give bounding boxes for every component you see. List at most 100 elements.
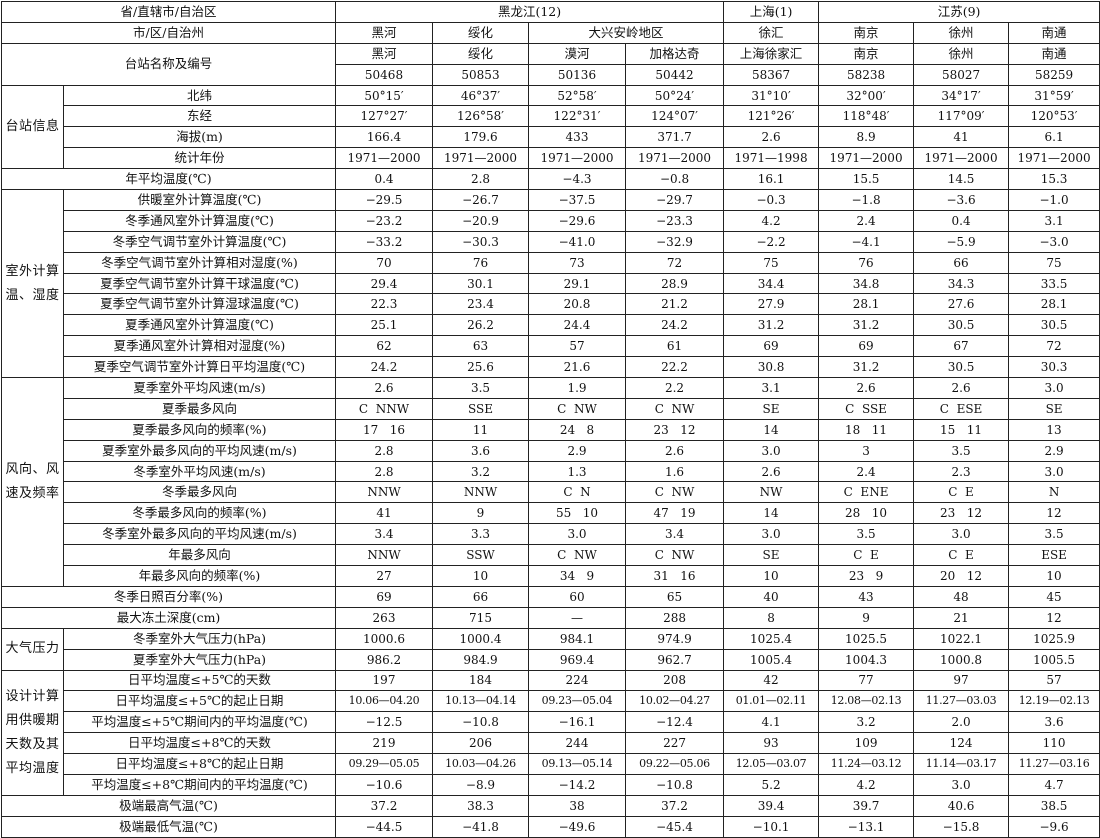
station-name-cell: 加格达奇 (624, 42, 725, 65)
table-row: 风向、风速及频率 夏季室外平均风速(m/s) 2.6 3.5 1.9 2.2 3.1 2.6 2… (1, 377, 1100, 587)
value-cell: −37.5 (528, 189, 626, 211)
value-cell: −5.9 (913, 230, 1010, 253)
value-cell: 25.1 (335, 314, 433, 337)
value-cell: −12.4 (624, 711, 725, 734)
value-cell: 127°27′ (335, 105, 433, 128)
value-cell: 10 (1008, 565, 1100, 587)
value-cell: −16.1 (528, 711, 626, 734)
table-row: 设计计算用供暖期天数及其平均温度 日平均温度≤+5℃的天数 197 184 224 208… (1, 669, 1100, 796)
table-row: 日平均温度≤+5℃的起止日期 10.06—04.20 10.13—04.14 09.2… (2, 690, 1100, 713)
row-label: 夏季最多风向的频率(%) (63, 418, 336, 441)
value-cell: NW (723, 481, 820, 504)
value-cell: 2.6 (335, 377, 433, 399)
value-cell: 120°53′ (1008, 105, 1100, 128)
value-cell: 24.4 (528, 314, 626, 337)
table-row: 冬季空气调节室外计算相对湿度(%) 70 76 73 72 75 76 66 75 (2, 251, 1100, 274)
value-cell: 42 (723, 669, 820, 692)
province-row: 省/直辖市/自治区 黑龙江(12) 上海(1) 江苏(9) (1, 1, 1100, 23)
value-cell: 2.9 (528, 439, 626, 462)
table-row: 冬季通风室外计算温度(℃) −23.2 −20.9 −29.6 −23.3 4.2 2.4 0… (2, 209, 1100, 232)
value-cell: 109 (818, 732, 915, 755)
value-cell: 1971—1998 (723, 147, 820, 170)
value-cell: −44.5 (335, 815, 433, 838)
value-cell: 29.1 (528, 272, 626, 295)
value-cell: −20.9 (432, 209, 529, 232)
value-cell: 76 (432, 251, 529, 274)
row-label: 日平均温度≤+5℃的天数 (63, 669, 336, 692)
station-id-row: 50468 50853 50136 50442 58367 58238 58027 58259 (2, 63, 1100, 86)
value-cell: 206 (432, 732, 529, 755)
province-cell: 江苏(9) (818, 1, 1100, 23)
value-cell: 166.4 (335, 126, 433, 149)
value-cell: 09.13—05.14 (528, 753, 626, 775)
value-cell: 52°58′ (528, 84, 626, 107)
value-cell: −9.6 (1008, 815, 1100, 838)
value-cell: 09.29—05.05 (335, 753, 433, 775)
station-id-cell: 58259 (1008, 63, 1100, 86)
row-label: 夏季空气调节室外计算日平均温度(℃) (63, 356, 336, 379)
value-cell: 117°09′ (913, 105, 1010, 128)
table-row: 冬季室外最多风向的平均风速(m/s) 3.4 3.3 3.0 3.4 3.0 3.5 3.0 3… (2, 523, 1100, 546)
value-cell: 11 (432, 418, 529, 441)
value-cell: 244 (528, 732, 626, 755)
row-label: 冬季最多风向的频率(%) (63, 502, 336, 525)
value-cell: 57 (1008, 669, 1100, 692)
value-cell: 3.2 (432, 460, 529, 483)
value-cell: 1025.5 (818, 627, 915, 650)
station-id-cell: 58367 (723, 63, 820, 86)
row-label: 冬季室外平均风速(m/s) (63, 460, 336, 483)
value-cell: 55 10 (528, 502, 626, 525)
value-cell: 11.27—03.03 (913, 690, 1010, 713)
value-cell: 0.4 (335, 168, 433, 191)
value-cell: 179.6 (432, 126, 529, 149)
value-cell: 2.6 (723, 126, 820, 149)
value-cell: — (528, 606, 626, 629)
value-cell: SSE (432, 397, 529, 420)
value-cell: 2.6 (624, 439, 725, 462)
value-cell: 38.5 (1008, 794, 1100, 817)
value-cell: 28.1 (1008, 293, 1100, 316)
table-row: 冬季室外平均风速(m/s) 2.8 3.2 1.3 1.6 2.6 2.4 2.3 3.0 (2, 460, 1100, 483)
value-cell: 288 (624, 606, 725, 629)
value-cell: 21.2 (624, 293, 725, 316)
value-cell: 75 (1008, 251, 1100, 274)
table-row: 室外计算温、湿度 供暖室外计算温度(℃) −29.5 −26.7 −37.5 −29.7−… (1, 189, 1100, 379)
value-cell: C NW (528, 544, 626, 567)
table-row: 夏季室外最多风向的平均风速(m/s) 2.8 3.6 2.9 2.6 3.0 3 3.5 2.9 (2, 439, 1100, 462)
value-cell: 3.0 (723, 523, 820, 546)
value-cell: 38.3 (432, 794, 529, 817)
value-cell: 30.3 (1008, 356, 1100, 379)
value-cell: 12.19—02.13 (1008, 690, 1100, 713)
value-cell: −10.8 (624, 773, 725, 796)
value-cell: 433 (528, 126, 626, 149)
value-cell: 10.13—04.14 (432, 690, 529, 713)
row-label: 冬季室外最多风向的平均风速(m/s) (63, 523, 336, 546)
value-cell: 2.6 (913, 377, 1010, 399)
value-cell: 66 (432, 585, 529, 608)
row-label: 冬季通风室外计算温度(℃) (63, 209, 336, 232)
table-row: 东经 127°27′ 126°58′ 122°31′ 124°07′ 121°26′ 118… (2, 105, 1100, 128)
row-label: 日平均温度≤+5℃的起止日期 (63, 690, 336, 713)
value-cell: 3.6 (1008, 711, 1100, 734)
value-cell: 28.9 (624, 272, 725, 295)
value-cell: −2.2 (723, 230, 820, 253)
row-label: 年最多风向 (63, 544, 336, 567)
value-cell: 1971—2000 (913, 147, 1010, 170)
station-id-cell: 50442 (624, 63, 725, 86)
value-cell: 227 (624, 732, 725, 755)
value-cell: −32.9 (624, 230, 725, 253)
value-cell: 3.2 (818, 711, 915, 734)
value-cell: 124°07′ (624, 105, 725, 128)
value-cell: 67 (913, 335, 1010, 358)
table-row: 夏季通风室外计算温度(℃) 25.1 26.2 24.4 24.2 31.2 31.2 30.… (2, 314, 1100, 337)
row-label: 极端最高气温(℃) (1, 794, 336, 817)
value-cell: −30.3 (432, 230, 529, 253)
value-cell: 3.6 (432, 439, 529, 462)
value-cell: 37.2 (624, 794, 725, 817)
value-cell: 219 (335, 732, 433, 755)
value-cell: 28.1 (818, 293, 915, 316)
row-label: 统计年份 (63, 147, 336, 170)
value-cell: 984.9 (432, 648, 529, 671)
value-cell: 1971—2000 (624, 147, 725, 170)
value-cell: 10 (432, 565, 529, 587)
